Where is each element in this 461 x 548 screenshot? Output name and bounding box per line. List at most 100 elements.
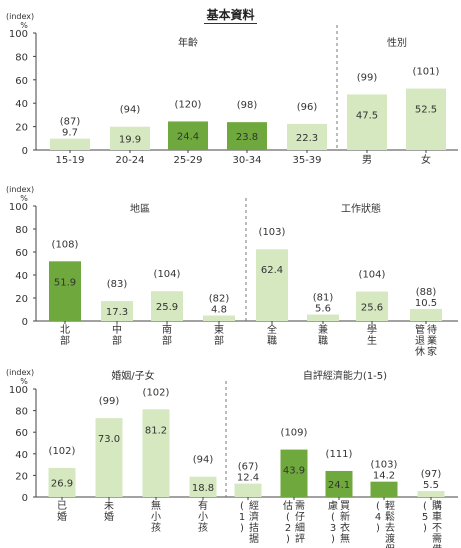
category-label: 職 (318, 335, 328, 347)
index-label: (81) (313, 293, 334, 304)
value-label: 18.8 (192, 483, 214, 494)
category-label: 衣 (340, 521, 350, 534)
value-label: 62.4 (261, 265, 283, 276)
value-label: 26.9 (51, 478, 73, 489)
bar (142, 409, 170, 497)
category-label: 車 (432, 510, 442, 523)
y-axis-unit-label: (index) (6, 368, 34, 377)
bar (307, 314, 339, 321)
bar (280, 449, 308, 497)
page-title: 基本資料 (204, 8, 257, 24)
value-label: 25.9 (156, 302, 178, 313)
bar (227, 122, 267, 150)
bar (95, 418, 123, 497)
category-label: 職 (267, 335, 277, 347)
category-label: ( (331, 512, 335, 523)
bar (356, 291, 388, 321)
index-label: (102) (49, 446, 76, 457)
bar (50, 138, 90, 150)
category-label: 假 (385, 543, 395, 548)
y-axis-unit-label: % (20, 194, 28, 203)
y-tick-label: 40 (15, 450, 28, 461)
y-tick-label: 40 (15, 271, 28, 282)
value-label: 24.4 (177, 132, 199, 143)
category-label: 估 (283, 499, 293, 512)
category-label: 買 (340, 500, 350, 512)
index-label: (102) (143, 387, 170, 398)
y-axis-unit-label: (index) (6, 185, 34, 194)
index-label: (109) (281, 428, 308, 439)
category-label: 無 (151, 499, 161, 512)
category-label: 北 (60, 324, 70, 336)
index-label: (88) (416, 287, 437, 298)
bar (417, 491, 445, 497)
value-label: 19.9 (119, 134, 141, 145)
value-label: 25.6 (361, 302, 383, 313)
category-label: ) (423, 523, 427, 534)
index-label: (87) (60, 117, 81, 128)
category-label: 未 (104, 500, 114, 512)
category-label: 15-19 (55, 155, 84, 166)
category-label: 慮 (328, 499, 338, 512)
category-label: 去 (385, 522, 395, 534)
category-label: ( (376, 501, 380, 512)
bar (189, 476, 217, 497)
category-label: 部 (60, 334, 70, 347)
y-axis-unit-label: % (20, 377, 28, 386)
index-label: (103) (371, 460, 398, 471)
index-label: (120) (175, 99, 202, 110)
y-tick-label: 0 (22, 146, 28, 157)
value-label: 47.5 (356, 110, 378, 121)
category-label: 新 (340, 510, 350, 523)
y-axis-unit-label: % (20, 21, 28, 30)
value-label: 5.6 (315, 304, 331, 315)
bar (347, 94, 387, 150)
category-label: 管 (415, 323, 425, 336)
index-label: (103) (259, 227, 286, 238)
y-tick-label: 0 (22, 317, 28, 328)
y-tick-label: 100 (9, 385, 28, 396)
index-label: (98) (237, 100, 258, 111)
category-label: 生 (367, 334, 377, 347)
y-tick-label: 20 (15, 294, 28, 305)
category-label: 業 (427, 334, 437, 347)
value-label: 43.9 (283, 466, 305, 477)
index-label: (94) (120, 105, 141, 116)
bar (101, 301, 133, 321)
y-tick-label: 40 (15, 99, 28, 110)
category-label: 男 (362, 154, 372, 166)
value-label: 10.5 (415, 298, 437, 309)
category-label: 細 (295, 521, 305, 534)
category-label: 學 (367, 323, 377, 336)
value-label: 5.5 (423, 480, 439, 491)
category-label: 孩 (151, 521, 161, 534)
category-label: ) (240, 523, 244, 534)
value-label: 52.5 (415, 105, 437, 116)
bar (168, 121, 208, 150)
category-label: 待 (427, 323, 437, 336)
y-tick-label: 100 (9, 29, 28, 40)
category-label: 仔 (295, 511, 305, 523)
category-label: 經 (249, 499, 259, 512)
bar (234, 483, 262, 497)
bar (151, 291, 183, 321)
category-label: 需 (432, 533, 442, 545)
value-label: 24.1 (328, 480, 350, 491)
category-label: 無 (340, 532, 350, 545)
index-label: (111) (326, 449, 353, 460)
category-label: 婚 (104, 510, 114, 523)
category-label: 退 (415, 335, 425, 347)
category-label: 25-29 (173, 155, 202, 166)
group-title: 性別 (387, 36, 407, 49)
index-label: (104) (359, 270, 386, 281)
index-label: (83) (107, 279, 128, 290)
group-title: 自評經濟能力(1-5) (303, 369, 387, 382)
index-label: (97) (421, 469, 442, 480)
bar (370, 481, 398, 497)
bar (49, 261, 81, 321)
value-label: 51.9 (54, 277, 76, 288)
value-label: 23.8 (236, 132, 258, 143)
category-label: 婚 (57, 510, 67, 523)
